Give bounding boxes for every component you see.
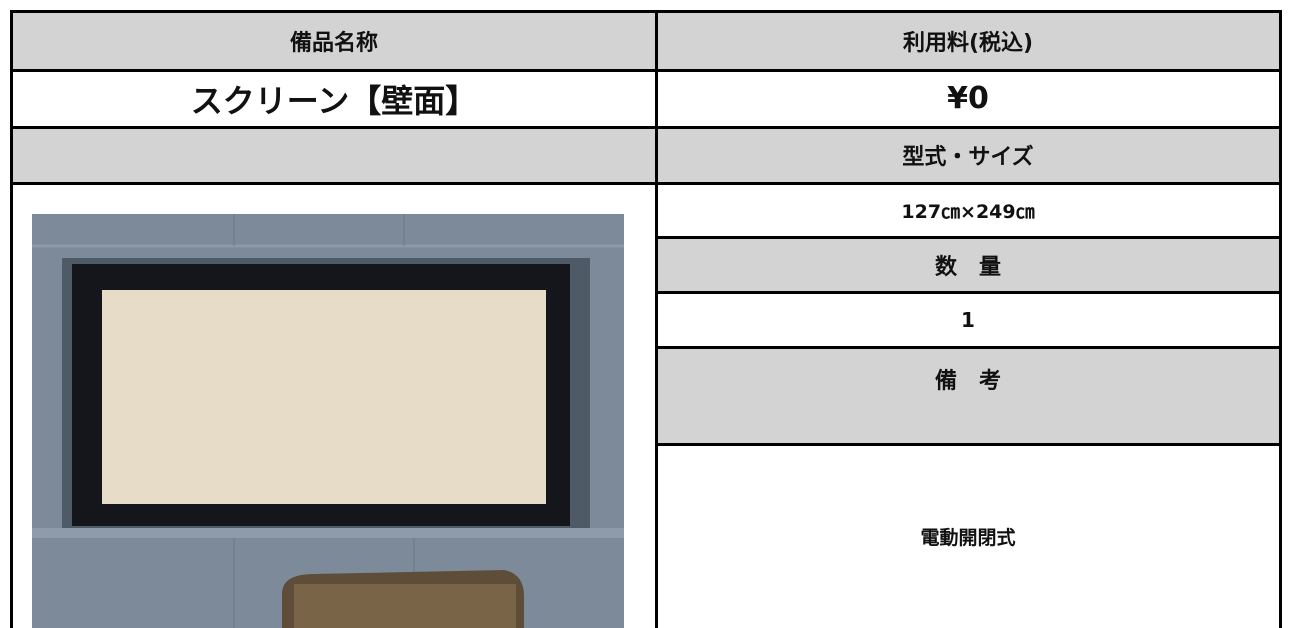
border (10, 69, 1282, 72)
remarks-label: 備 考 (656, 347, 1280, 444)
remarks: 電動開閉式 (920, 526, 1016, 549)
border (655, 10, 658, 628)
blank-cell (12, 127, 656, 183)
spec-label: 型式・サイズ (656, 127, 1280, 183)
podium-front (294, 584, 516, 628)
border (656, 291, 1282, 294)
border (1279, 10, 1282, 628)
price: ¥0 (947, 81, 989, 116)
header-cell: 利用料(税込) (656, 12, 1280, 70)
quantity-label: 数 量 (656, 237, 1280, 292)
border (656, 346, 1282, 349)
screen (102, 290, 546, 504)
spec: 127㎝×249㎝ (901, 200, 1035, 223)
border (10, 10, 13, 628)
border (10, 126, 1282, 129)
border (10, 182, 1282, 185)
ledge (32, 528, 624, 538)
border (656, 443, 1282, 446)
quantity: 1 (961, 307, 975, 332)
border (10, 10, 1282, 13)
item-name: スクリーン【壁面】 (190, 81, 478, 120)
border (656, 236, 1282, 239)
header-cell: 備品名称 (12, 12, 656, 70)
screen-photo (14, 186, 654, 628)
